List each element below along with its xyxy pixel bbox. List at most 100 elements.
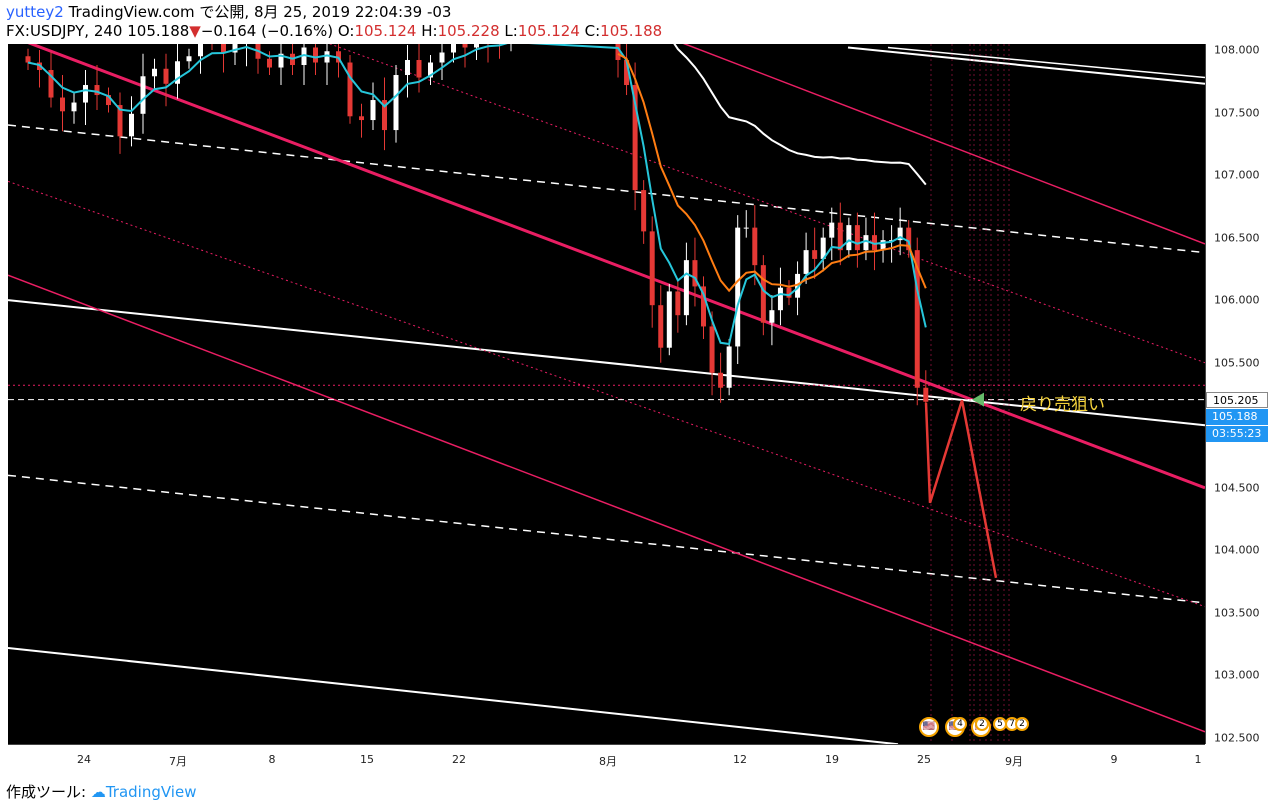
time-tick-label: 8月	[599, 755, 617, 768]
candle-body	[140, 76, 146, 114]
candle-body	[267, 58, 272, 68]
candle-body	[658, 305, 664, 348]
last-price: 105.188	[127, 22, 190, 40]
ema-slow-line	[673, 44, 927, 186]
candle-body	[803, 250, 809, 274]
time-tick-label: 7月	[169, 755, 187, 768]
candle-body	[94, 85, 100, 96]
candle-body	[914, 250, 920, 388]
upper-channel-line	[682, 44, 1205, 245]
candle-body	[777, 287, 783, 311]
candle-body	[60, 97, 65, 112]
tradingview-brand-link[interactable]: TradingView	[105, 783, 197, 801]
candle-body	[175, 61, 180, 84]
projection-path	[924, 399, 998, 579]
high-label: H:	[421, 22, 438, 40]
candle-body	[232, 44, 238, 53]
chart-header: yuttey2 TradingView.com で公開, 8月 25, 2019…	[0, 0, 1276, 44]
event-count-badge[interactable]: 2	[975, 717, 989, 731]
trendlines-layer	[8, 44, 1205, 744]
candle-body	[198, 44, 203, 57]
candle-body	[71, 102, 77, 112]
candle-body	[923, 387, 929, 402]
price-tick-label: 103.500	[1214, 606, 1260, 620]
candle-body	[632, 85, 638, 191]
support-line	[8, 299, 1205, 427]
event-count-badge[interactable]: 4	[953, 717, 967, 731]
dotted-channel-line	[328, 44, 1205, 364]
candle-body	[324, 51, 330, 63]
candle-body	[897, 227, 903, 241]
ohlc-line: FX:USDJPY, 240 105.188▼−0.164 (−0.16%) O…	[6, 22, 662, 40]
candle-body	[760, 265, 766, 323]
lower-channel-line	[8, 274, 1205, 733]
time-tick-label: 25	[917, 753, 931, 766]
candle-body	[812, 250, 818, 259]
long-term-line	[847, 46, 1205, 85]
price-axis[interactable]: 108.000 107.500 107.000 106.500 106.000 105.5…	[1205, 44, 1272, 745]
candle-body	[795, 273, 801, 298]
author-link[interactable]: yuttey2	[6, 3, 64, 21]
last-price-tag: 105.188	[1206, 408, 1268, 425]
publish-line: yuttey2 TradingView.com で公開, 8月 25, 2019…	[6, 3, 451, 21]
chart-plot-area[interactable]	[8, 44, 1205, 744]
price-tick-label: 106.500	[1214, 231, 1260, 245]
price-line-tag: 105.205	[1206, 391, 1268, 408]
price-tick-label: 102.500	[1214, 731, 1260, 745]
time-tick-label: 15	[360, 753, 374, 766]
close-label: C:	[584, 22, 601, 40]
ema-layer	[27, 44, 927, 346]
time-tick-label: 1	[1194, 753, 1202, 766]
candle-body	[829, 222, 835, 238]
price-tick-label: 107.000	[1214, 168, 1260, 182]
lower-support-line	[8, 646, 899, 744]
footer: 作成ツール: ☁TradingView	[6, 781, 196, 802]
candle-body	[769, 310, 775, 323]
candle-body	[752, 227, 758, 266]
footer-prefix: 作成ツール:	[6, 783, 87, 801]
event-count-badge[interactable]: 2	[1015, 717, 1029, 731]
candle-body	[846, 225, 852, 251]
us-flag-icon[interactable]: 🇺🇸	[919, 717, 939, 737]
time-axis[interactable]: 24 7月 8 15 22 8月 12 19 25 9月 9 1	[8, 744, 1205, 773]
candle-body	[106, 95, 111, 106]
candle-body	[615, 44, 621, 61]
candle-body	[474, 44, 479, 48]
candle-body	[439, 52, 445, 63]
candle-body	[48, 70, 54, 98]
candle-body	[837, 222, 843, 251]
open-label: O:	[337, 22, 355, 40]
tradingview-logo-icon[interactable]: ☁	[90, 783, 106, 801]
chart-svg	[8, 44, 1205, 744]
dotted-channel-line	[8, 180, 1205, 608]
candle-body	[221, 44, 226, 53]
candle-body	[820, 237, 826, 259]
candle-body	[382, 100, 387, 131]
price-tick-label: 107.500	[1214, 106, 1260, 120]
low-value: 105.124	[517, 22, 580, 40]
candle-body	[863, 235, 869, 251]
time-tick-label: 9月	[1005, 755, 1023, 768]
candle-body	[163, 68, 169, 84]
candle-body	[152, 68, 157, 77]
candle-body	[786, 287, 792, 298]
price-tick-label: 103.000	[1214, 668, 1260, 682]
candle-body	[301, 47, 307, 66]
candle-body	[416, 60, 422, 78]
down-arrow-icon: ▼	[189, 22, 201, 40]
candle-body	[709, 326, 715, 373]
projection-layer	[924, 392, 998, 579]
symbol-label[interactable]: FX:USDJPY, 240	[6, 22, 123, 40]
candle-body	[129, 113, 134, 137]
time-tick-label: 24	[77, 753, 91, 766]
candle-body	[313, 47, 318, 63]
arrow-left-icon	[972, 392, 984, 407]
candle-body	[347, 62, 353, 117]
candle-body	[25, 56, 31, 63]
candle-body	[186, 56, 192, 62]
candle-body	[405, 60, 410, 76]
candle-body	[692, 260, 698, 287]
candle-body	[735, 227, 741, 347]
annotation-label[interactable]: 戻り売狙い	[1020, 395, 1105, 415]
low-label: L:	[504, 22, 518, 40]
